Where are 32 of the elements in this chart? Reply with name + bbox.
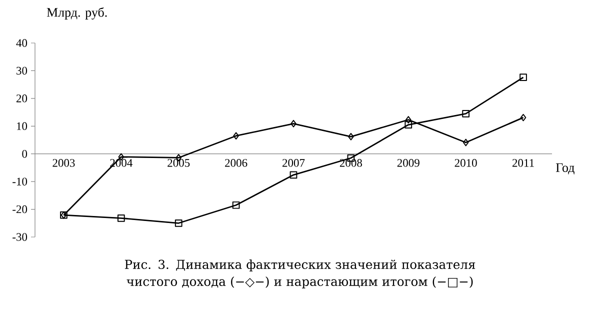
- text: Рис. 3. Динамика фактических значений показателя чистого дохода (−◇−) и нарастающим итогом (−□−): [124, 260, 476, 288]
- point: [405, 116, 412, 124]
- x-tick-label: 2011: [512, 159, 534, 167]
- y-tick-label: 20: [16, 94, 28, 102]
- point: [348, 132, 354, 140]
- x-tick-label: 2008: [340, 159, 362, 167]
- point: [117, 214, 125, 222]
- x-axis-title: Год: [556, 163, 574, 174]
- point: [233, 132, 239, 140]
- point: [520, 114, 526, 122]
- point: [404, 121, 412, 128]
- y-tick-label: 40: [16, 39, 28, 47]
- x-tick-label: 2003: [52, 159, 75, 167]
- point: [290, 171, 298, 179]
- point: [290, 120, 296, 128]
- y-tick-label: -30: [12, 233, 28, 241]
- y-tick-label: 0: [22, 150, 28, 158]
- y-axis-title: Млрд. руб.: [46, 7, 107, 20]
- x-tick-label: 2006: [225, 159, 248, 167]
- x-tick-label: 2007: [282, 159, 305, 167]
- x-tick-label: 2010: [454, 159, 477, 167]
- y-tick-label: 10: [16, 122, 28, 130]
- point: [462, 138, 469, 146]
- x-tick-label: 2005: [168, 159, 190, 167]
- y-tick-label: 30: [16, 66, 28, 75]
- point: [174, 219, 182, 227]
- x-tick-label: 2009: [397, 159, 420, 167]
- y-tick-label: -10: [12, 178, 28, 186]
- point: [462, 110, 470, 118]
- y-tick-label: -20: [12, 205, 28, 214]
- point: [520, 74, 527, 82]
- point: [232, 201, 240, 209]
